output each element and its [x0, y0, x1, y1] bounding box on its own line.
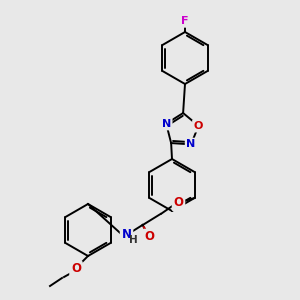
Text: O: O: [145, 230, 155, 243]
Text: N: N: [122, 229, 131, 242]
Text: F: F: [181, 16, 189, 26]
Text: O: O: [194, 121, 203, 131]
Text: N: N: [187, 140, 196, 149]
Text: H: H: [129, 235, 138, 245]
Text: O: O: [194, 121, 203, 131]
Text: O: O: [173, 196, 184, 209]
Text: N: N: [162, 119, 171, 129]
Text: O: O: [71, 262, 81, 275]
Text: O: O: [145, 230, 155, 243]
Text: N: N: [162, 119, 171, 129]
Text: O: O: [71, 262, 81, 275]
Text: N: N: [122, 229, 131, 242]
Text: O: O: [173, 196, 184, 209]
Text: N: N: [187, 140, 196, 149]
Text: F: F: [181, 16, 189, 26]
